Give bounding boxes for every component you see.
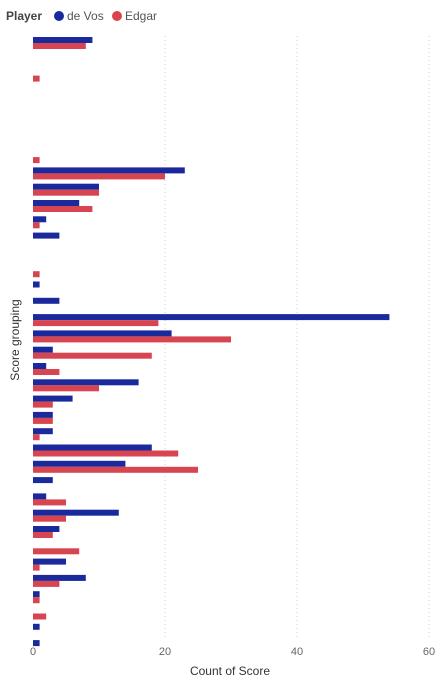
- bar-edgar-34[interactable]: [33, 597, 40, 604]
- x-tick-label: 40: [291, 646, 303, 658]
- bar-devos-28[interactable]: [33, 493, 47, 500]
- bar-devos-10[interactable]: [33, 200, 80, 206]
- bar-edgar-21[interactable]: [33, 385, 99, 392]
- bar-devos-22[interactable]: [33, 395, 73, 402]
- bar-devos-21[interactable]: [33, 379, 139, 386]
- x-tick-label: 20: [159, 646, 171, 658]
- bar-devos-37[interactable]: [33, 640, 40, 647]
- bar-devos-33[interactable]: [33, 574, 86, 581]
- bar-devos-30[interactable]: [33, 526, 60, 532]
- bar-edgar-7[interactable]: [33, 157, 40, 164]
- bars: [33, 37, 390, 647]
- legend-title: Player: [6, 9, 42, 23]
- bar-edgar-11[interactable]: [33, 222, 40, 229]
- bar-devos-23[interactable]: [33, 411, 53, 418]
- bar-edgar-30[interactable]: [33, 532, 53, 538]
- bar-edgar-14[interactable]: [33, 271, 40, 278]
- bar-devos-25[interactable]: [33, 444, 152, 451]
- bar-edgar-24[interactable]: [33, 434, 40, 441]
- legend-marker-edgar[interactable]: [112, 11, 122, 21]
- bar-edgar-17[interactable]: [33, 320, 159, 327]
- bar-edgar-10[interactable]: [33, 206, 93, 212]
- bar-edgar-22[interactable]: [33, 401, 53, 408]
- bar-devos-9[interactable]: [33, 183, 99, 190]
- x-axis-title: Count of Score: [190, 664, 270, 678]
- bar-edgar-26[interactable]: [33, 466, 198, 473]
- legend-marker-devos[interactable]: [54, 11, 64, 21]
- bar-devos-24[interactable]: [33, 428, 53, 435]
- bar-devos-0[interactable]: [33, 37, 93, 43]
- bar-edgar-0[interactable]: [33, 43, 86, 49]
- legend-label-devos[interactable]: de Vos: [67, 9, 104, 23]
- bar-edgar-8[interactable]: [33, 173, 165, 180]
- bar-edgar-25[interactable]: [33, 450, 179, 457]
- bar-edgar-33[interactable]: [33, 580, 60, 587]
- bar-devos-29[interactable]: [33, 509, 119, 516]
- bar-devos-26[interactable]: [33, 460, 126, 467]
- bar-edgar-2[interactable]: [33, 75, 40, 82]
- bar-devos-34[interactable]: [33, 591, 40, 598]
- bar-devos-16[interactable]: [33, 297, 60, 304]
- bar-devos-17[interactable]: [33, 314, 390, 321]
- bar-edgar-9[interactable]: [33, 189, 99, 196]
- legend: Player de Vos Edgar: [6, 9, 157, 23]
- bar-devos-12[interactable]: [33, 232, 60, 239]
- bar-devos-15[interactable]: [33, 281, 40, 288]
- bar-devos-18[interactable]: [33, 330, 172, 337]
- bar-edgar-20[interactable]: [33, 369, 60, 375]
- bar-devos-36[interactable]: [33, 623, 40, 630]
- bar-edgar-29[interactable]: [33, 515, 66, 522]
- bar-devos-27[interactable]: [33, 477, 53, 484]
- bar-edgar-31[interactable]: [33, 548, 80, 555]
- bar-edgar-23[interactable]: [33, 417, 53, 424]
- bar-devos-32[interactable]: [33, 558, 66, 565]
- bar-devos-11[interactable]: [33, 216, 47, 223]
- bar-edgar-18[interactable]: [33, 336, 231, 343]
- legend-label-edgar[interactable]: Edgar: [125, 9, 157, 23]
- bar-edgar-19[interactable]: [33, 352, 152, 359]
- bar-devos-19[interactable]: [33, 346, 53, 353]
- bar-edgar-32[interactable]: [33, 564, 40, 571]
- bar-devos-20[interactable]: [33, 363, 47, 369]
- y-axis-title: Score grouping: [8, 299, 22, 380]
- bar-edgar-35[interactable]: [33, 613, 47, 620]
- x-axis-ticks: 0 20 40 60: [30, 646, 435, 658]
- x-tick-label: 60: [423, 646, 435, 658]
- bar-edgar-28[interactable]: [33, 499, 66, 506]
- bar-devos-8[interactable]: [33, 167, 185, 174]
- x-tick-label: 0: [30, 646, 36, 658]
